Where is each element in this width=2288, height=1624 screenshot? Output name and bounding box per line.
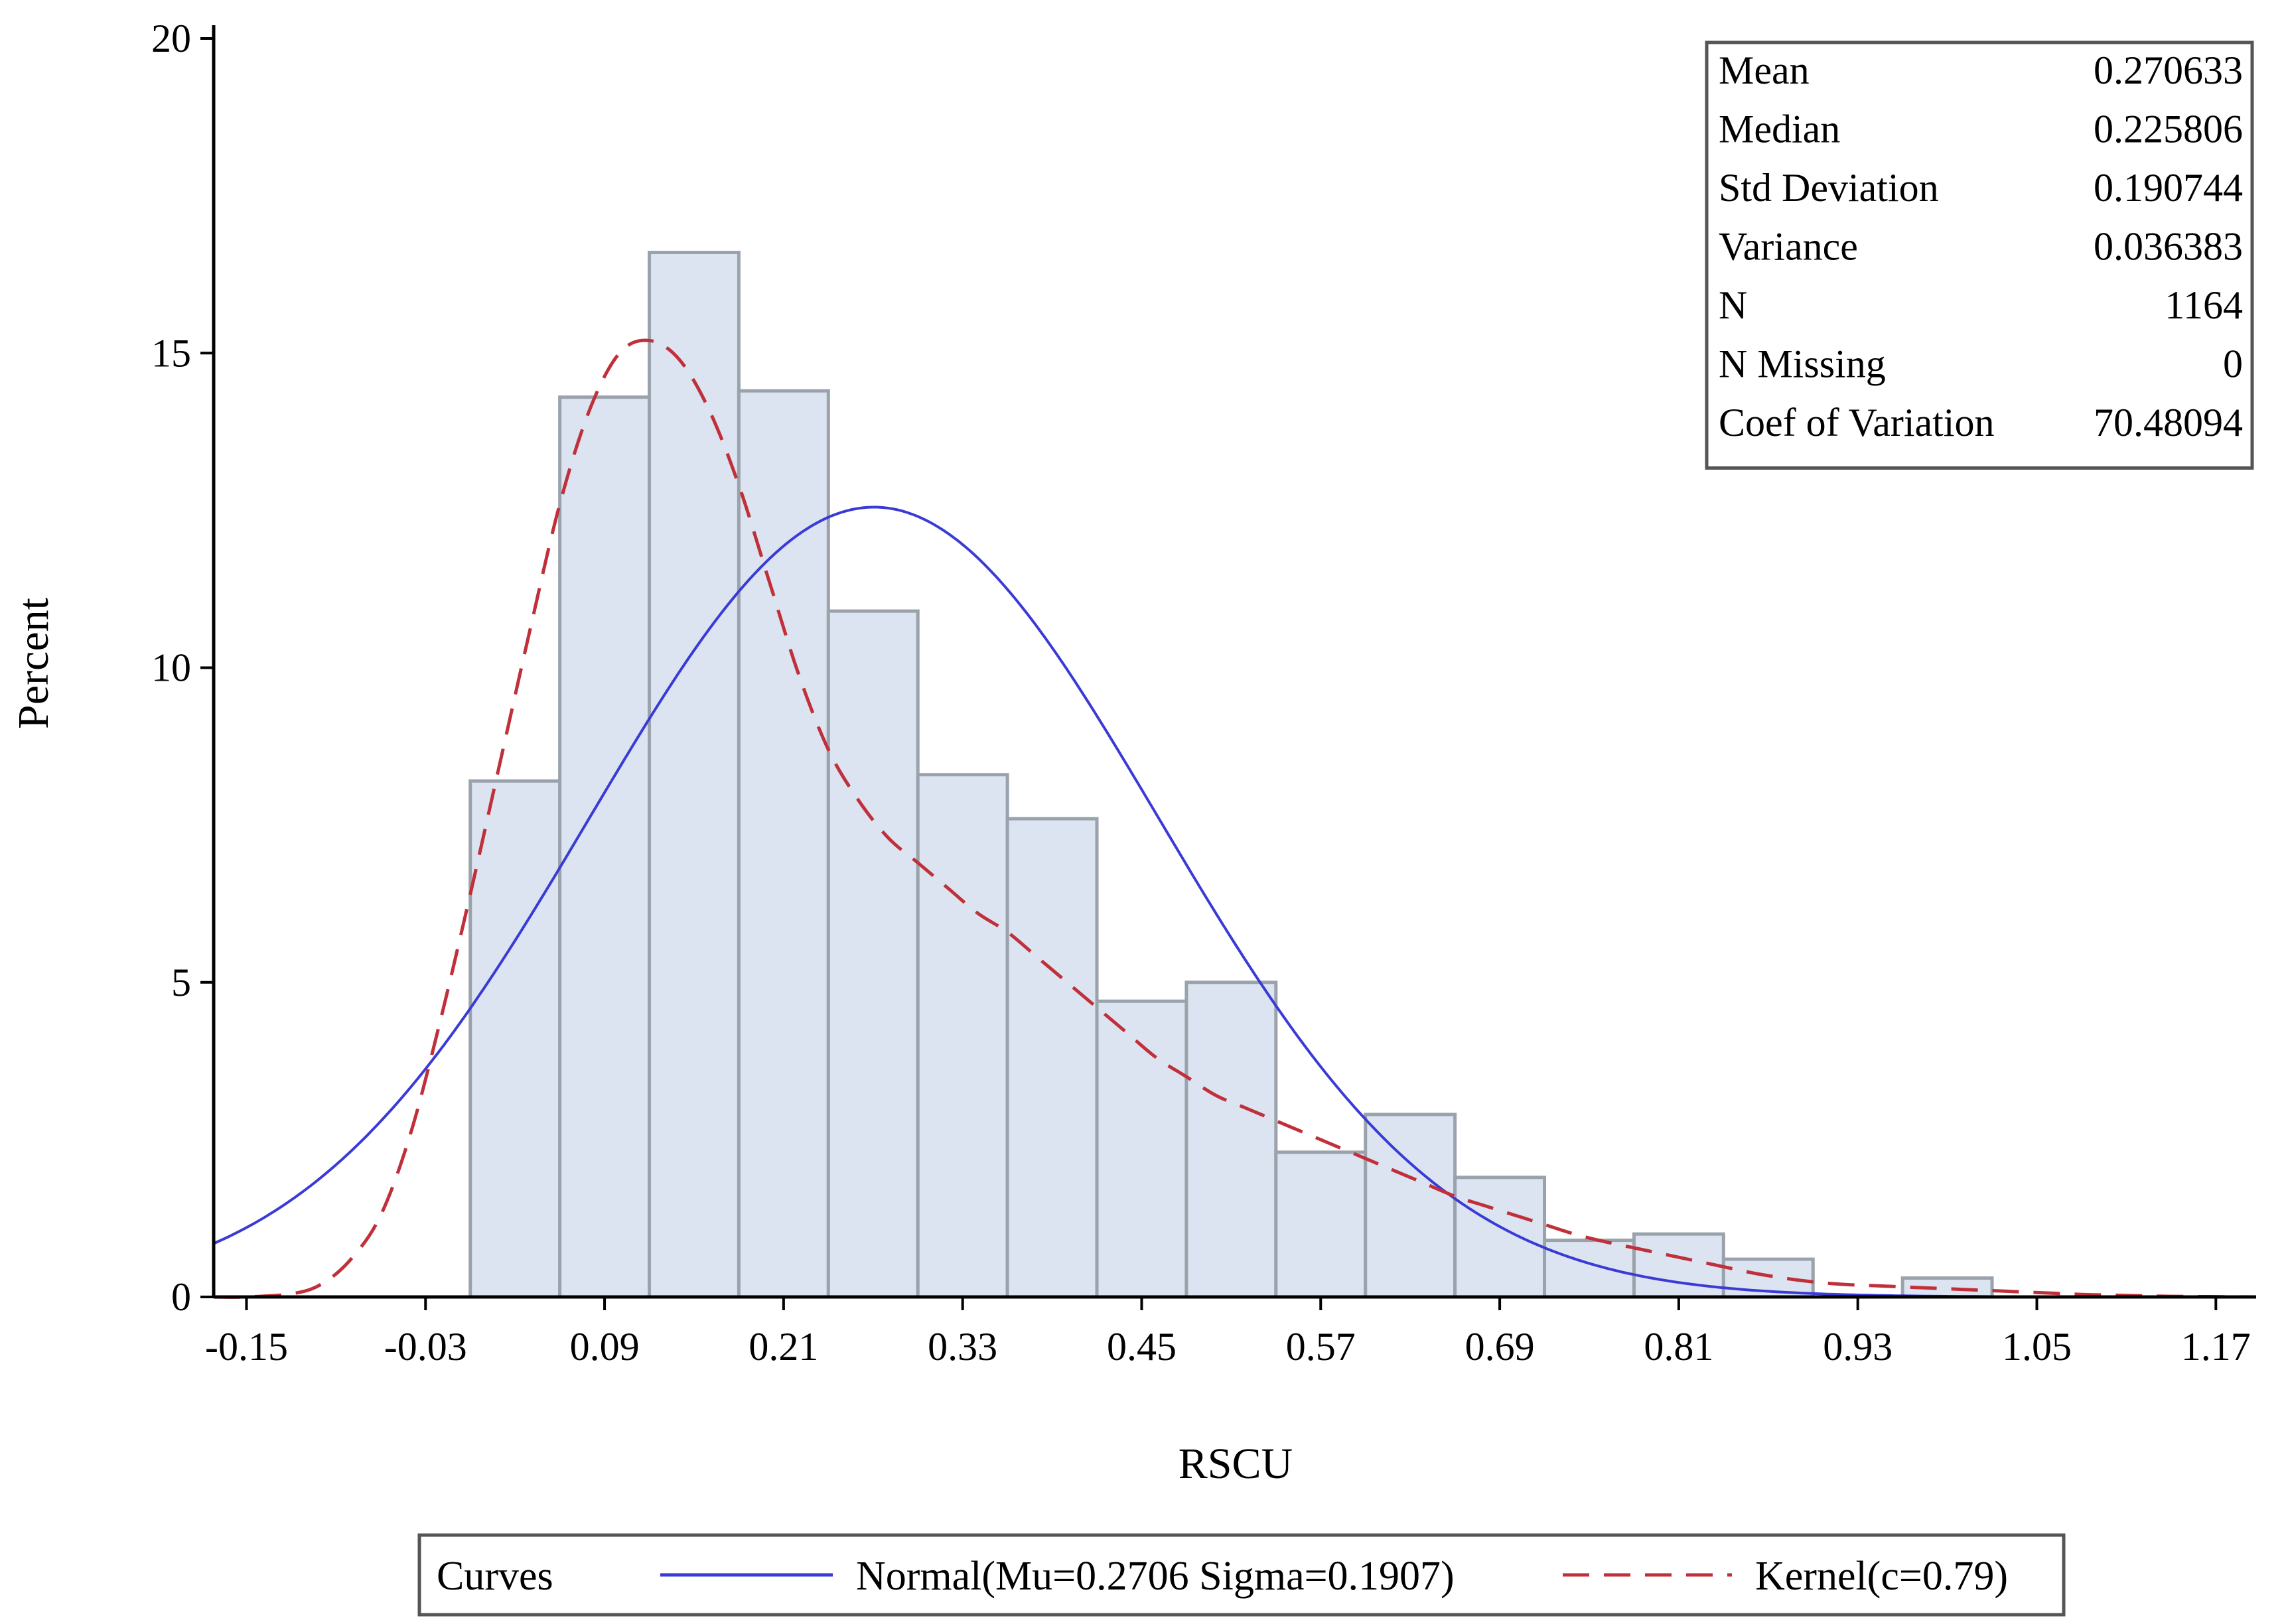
histogram-bar xyxy=(1184,981,1278,1299)
stats-label: N Missing xyxy=(1719,342,1886,386)
histogram-bar xyxy=(648,250,741,1299)
x-tick-label: 0.93 xyxy=(1823,1325,1893,1369)
x-axis-title: RSCU xyxy=(1179,1440,1293,1488)
stats-value: 0.270633 xyxy=(2094,48,2243,92)
x-tick-label: 0.81 xyxy=(1644,1325,1713,1369)
y-tick-label: 20 xyxy=(151,17,191,60)
summary-statistics-table: Mean 0.270633 Median 0.225806 Std Deviation 0… xyxy=(1705,40,2254,470)
histogram-bar xyxy=(1543,1239,1636,1299)
histogram-bar xyxy=(1364,1113,1457,1299)
legend-title: Curves xyxy=(437,1554,553,1599)
axes: 0 5 10 15 20 -0.15 -0.03 0.09 0.21 0.33 0.45 0.57 0.… xyxy=(151,17,2256,1369)
y-tick-label: 0 xyxy=(171,1275,191,1319)
stats-label: Std Deviation xyxy=(1719,166,1939,210)
x-tick-label: 0.69 xyxy=(1465,1325,1535,1369)
legend-label-normal: Normal(Mu=0.2706 Sigma=0.1907) xyxy=(856,1554,1455,1599)
stats-value: 0 xyxy=(2223,342,2243,386)
stats-value: 70.48094 xyxy=(2094,401,2243,444)
stats-value: 0.225806 xyxy=(2094,107,2243,151)
x-tick-label: 0.09 xyxy=(570,1325,640,1369)
y-axis-title: Percent xyxy=(9,598,58,729)
y-tick-label: 5 xyxy=(171,961,191,1004)
histogram-bar xyxy=(1274,1150,1368,1299)
y-tick-label: 10 xyxy=(151,646,191,690)
stats-label: Coef of Variation xyxy=(1719,401,1994,444)
legend: Curves Normal(Mu=0.2706 Sigma=0.1907) Kern… xyxy=(417,1533,2066,1617)
histogram-bar xyxy=(737,389,830,1299)
histogram-bar xyxy=(826,609,920,1299)
stats-value: 1164 xyxy=(2165,283,2243,327)
histogram-bars xyxy=(468,250,1994,1299)
x-tick-label: 1.05 xyxy=(2002,1325,2072,1369)
x-tick-label: 0.45 xyxy=(1107,1325,1177,1369)
stats-value: 0.036383 xyxy=(2094,225,2243,269)
histogram-bar xyxy=(916,773,1009,1299)
x-tick-label: 1.17 xyxy=(2181,1325,2251,1369)
kernel-curve-line xyxy=(213,338,2257,1299)
x-tick-label: -0.03 xyxy=(384,1325,467,1369)
histogram-bar xyxy=(468,779,562,1299)
legend-label-kernel: Kernel(c=0.79) xyxy=(1755,1554,2008,1599)
histogram-bar xyxy=(1453,1176,1547,1299)
stats-label: N xyxy=(1719,283,1747,327)
histogram-bar xyxy=(1005,817,1099,1299)
stats-label: Mean xyxy=(1719,48,1810,92)
x-tick-label: 0.33 xyxy=(928,1325,997,1369)
x-tick-label: -0.15 xyxy=(205,1325,288,1369)
histogram-bar xyxy=(1095,999,1188,1299)
x-tick-label: 0.21 xyxy=(749,1325,818,1369)
stats-label: Variance xyxy=(1719,225,1858,269)
y-tick-label: 15 xyxy=(151,331,191,375)
stats-label: Median xyxy=(1719,107,1840,151)
x-tick-label: 0.57 xyxy=(1286,1325,1356,1369)
stats-value: 0.190744 xyxy=(2094,166,2243,210)
stats-table-box xyxy=(1705,40,2254,470)
histogram-bar xyxy=(558,395,652,1299)
